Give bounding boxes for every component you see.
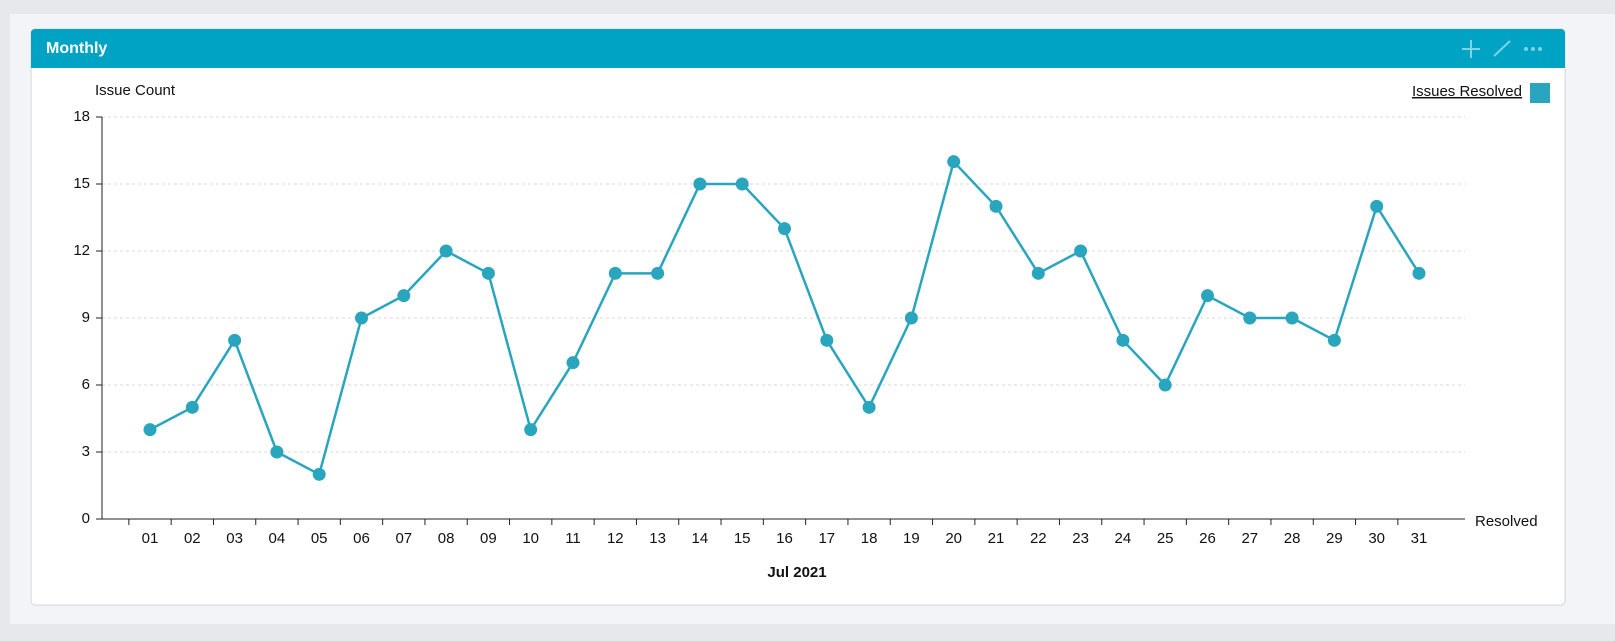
x-tick-label: 18 — [861, 530, 878, 547]
data-point — [1116, 333, 1130, 347]
widget-title: Monthly — [46, 40, 107, 57]
x-tick-label: 02 — [184, 530, 201, 547]
x-tick-label: 28 — [1284, 530, 1301, 547]
data-point — [1412, 266, 1426, 280]
x-tick-label: 29 — [1326, 530, 1343, 547]
x-tick-label: 16 — [776, 530, 793, 547]
x-tick-label: 22 — [1030, 530, 1047, 547]
legend-label[interactable]: Issues Resolved — [1412, 83, 1522, 100]
x-tick-label: 03 — [226, 530, 243, 547]
data-point — [566, 356, 580, 370]
data-point — [397, 289, 411, 303]
data-point — [270, 445, 284, 459]
data-point — [1158, 378, 1172, 392]
move-icon[interactable] — [1462, 40, 1480, 58]
data-point — [1031, 266, 1045, 280]
data-point — [481, 266, 495, 280]
data-point — [1201, 289, 1214, 303]
data-point — [862, 400, 876, 414]
x-tick-label: 20 — [945, 530, 962, 547]
x-tick-label: 26 — [1199, 530, 1216, 547]
expand-icon[interactable] — [1493, 40, 1511, 57]
data-point — [185, 400, 199, 414]
data-point — [651, 266, 665, 280]
widget-header — [31, 29, 1565, 68]
data-point — [989, 199, 1003, 213]
x-tick-label: 23 — [1072, 530, 1089, 547]
x-tick-label: 08 — [438, 530, 455, 547]
x-tick-label: 06 — [353, 530, 370, 547]
y-tick-label: 15 — [73, 175, 90, 192]
x-axis-end-label: Resolved — [1475, 513, 1538, 530]
y-axis-label: Issue Count — [95, 82, 176, 99]
data-point — [439, 244, 453, 258]
x-tick-label: 15 — [734, 530, 751, 547]
data-point — [735, 177, 749, 191]
x-tick-label: 31 — [1411, 530, 1428, 547]
data-point — [820, 333, 834, 347]
y-tick-label: 3 — [82, 443, 90, 460]
y-tick-label: 6 — [82, 376, 90, 393]
data-point — [608, 266, 622, 280]
data-point — [1370, 199, 1384, 213]
data-point — [1285, 311, 1299, 325]
x-tick-label: 19 — [903, 530, 920, 547]
x-tick-label: 10 — [522, 530, 539, 547]
x-tick-label: 14 — [692, 530, 709, 547]
x-tick-label: 09 — [480, 530, 497, 547]
y-tick-label: 9 — [82, 309, 90, 326]
x-tick-label: 27 — [1241, 530, 1258, 547]
y-tick-label: 0 — [82, 510, 90, 527]
x-tick-label: 24 — [1115, 530, 1132, 547]
data-point — [693, 177, 707, 191]
data-point — [947, 155, 961, 169]
data-point — [1074, 244, 1088, 258]
data-point — [143, 423, 157, 437]
data-point — [524, 423, 538, 437]
x-tick-label: 25 — [1157, 530, 1174, 547]
x-tick-label: 04 — [269, 530, 286, 547]
legend-swatch — [1530, 83, 1550, 103]
x-tick-label: 07 — [395, 530, 412, 547]
more-icon[interactable] — [1524, 47, 1542, 51]
x-tick-label: 13 — [649, 530, 666, 547]
data-point — [312, 467, 326, 481]
data-point — [1327, 333, 1341, 347]
y-tick-label: 18 — [73, 108, 90, 125]
x-tick-label: 11 — [565, 530, 581, 547]
x-tick-label: 21 — [988, 530, 1005, 547]
x-tick-label: 01 — [142, 530, 159, 547]
x-tick-label: 05 — [311, 530, 328, 547]
data-point — [228, 333, 242, 347]
data-point — [904, 311, 918, 325]
data-point — [355, 311, 368, 325]
x-tick-label: 17 — [818, 530, 835, 547]
data-point — [778, 222, 791, 236]
data-point — [1243, 311, 1257, 325]
x-tick-label: 12 — [607, 530, 624, 547]
x-axis-label: Jul 2021 — [767, 564, 826, 581]
x-tick-label: 30 — [1368, 530, 1385, 547]
y-tick-label: 12 — [73, 242, 90, 259]
